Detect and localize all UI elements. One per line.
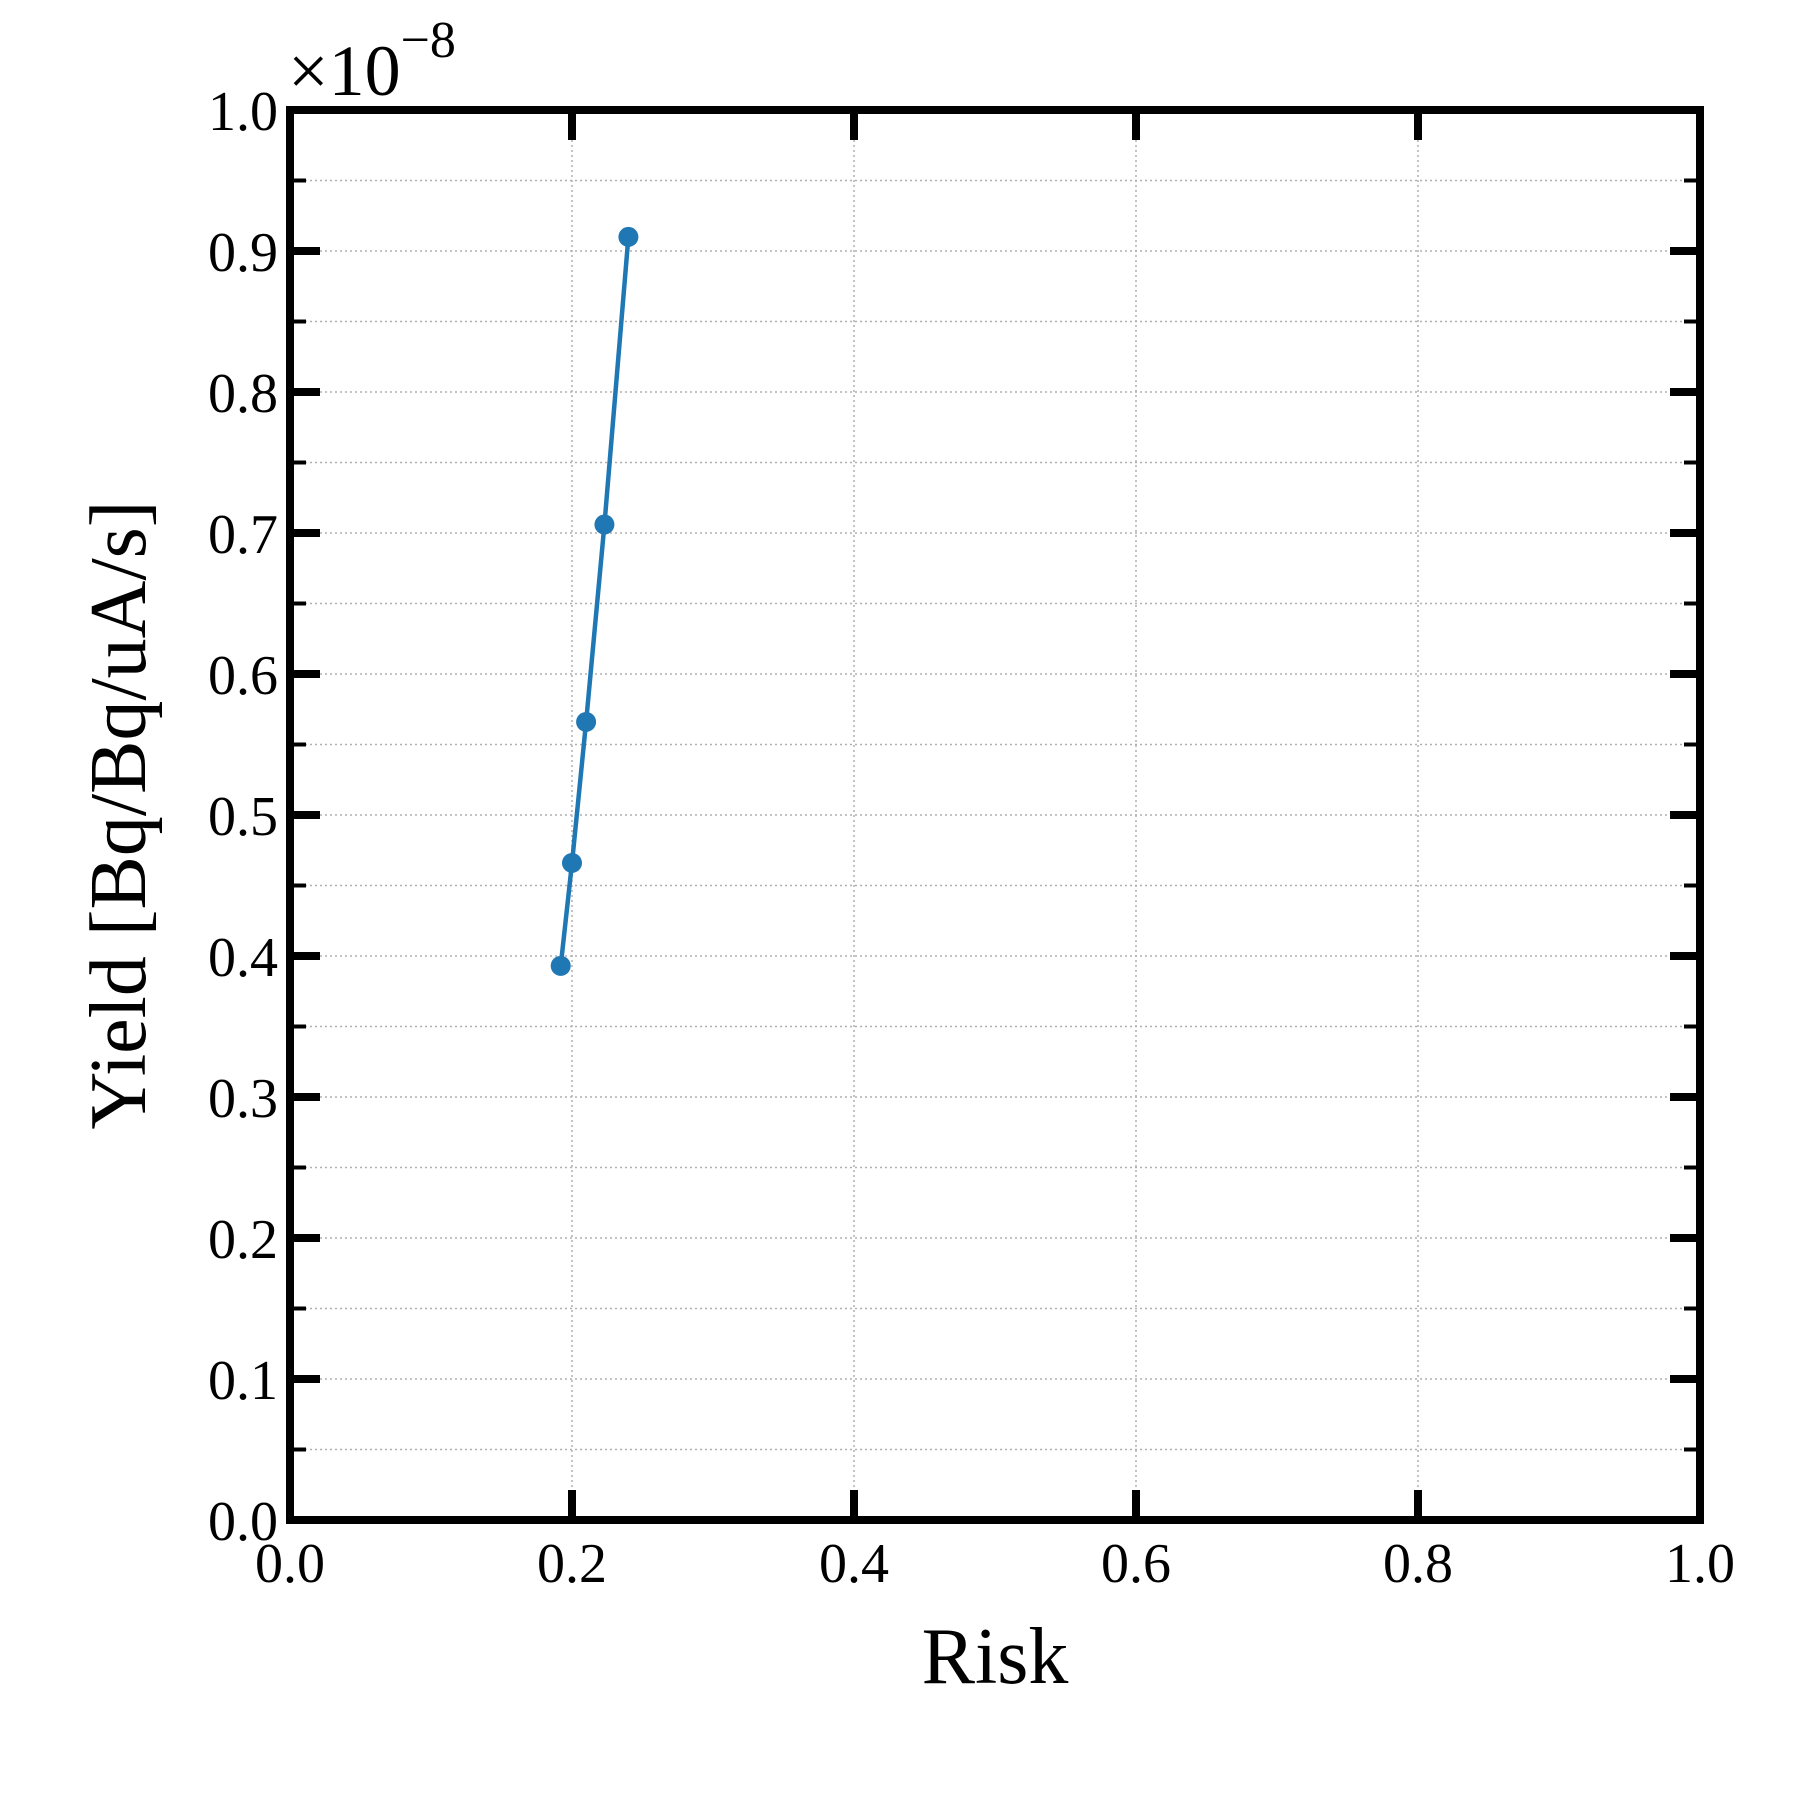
tick-labels: 0.0 0.2 0.4 0.6 0.8 1.0 0.0 0.1 0.2 0.3 0.4 0.5 0.6 0… bbox=[208, 81, 1735, 1595]
x-tick-label: 0.4 bbox=[819, 1533, 889, 1595]
x-tick-label: 0.0 bbox=[255, 1533, 325, 1595]
y-tick-label: 0.9 bbox=[208, 222, 278, 284]
series-layer bbox=[550, 226, 639, 976]
y-tick-label: 0.4 bbox=[208, 927, 278, 989]
y-axis-multiplier-exponent: −8 bbox=[401, 12, 456, 69]
y-tick-label: 1.0 bbox=[208, 81, 278, 143]
y-tick-label: 0.6 bbox=[208, 645, 278, 707]
y-tick-label: 0.0 bbox=[208, 1491, 278, 1553]
data-point bbox=[550, 955, 571, 976]
y-tick-label: 0.1 bbox=[208, 1350, 278, 1412]
grid bbox=[290, 110, 1700, 1520]
data-point bbox=[562, 852, 582, 873]
x-tick-label: 0.8 bbox=[1383, 1533, 1453, 1595]
data-point bbox=[576, 711, 597, 732]
x-tick-label: 0.6 bbox=[1101, 1533, 1171, 1595]
y-tick-label: 0.8 bbox=[208, 363, 278, 425]
y-tick-label: 0.3 bbox=[208, 1068, 278, 1130]
y-tick-label: 0.5 bbox=[208, 786, 278, 848]
data-point bbox=[618, 226, 639, 247]
x-axis-label: Risk bbox=[922, 1613, 1069, 1701]
y-tick-label: 0.2 bbox=[208, 1209, 278, 1271]
y-axis-multiplier: ×10−8 bbox=[288, 12, 456, 111]
x-tick-label: 1.0 bbox=[1665, 1533, 1735, 1595]
y-axis-label: Yield [Bq/Bq/uA/s] bbox=[75, 501, 163, 1130]
plot-frame bbox=[286, 106, 1704, 1524]
y-tick-label: 0.7 bbox=[208, 504, 278, 566]
x-tick-label: 0.2 bbox=[537, 1533, 607, 1595]
y-axis-multiplier-base: ×10 bbox=[288, 31, 401, 111]
data-point bbox=[594, 514, 615, 535]
